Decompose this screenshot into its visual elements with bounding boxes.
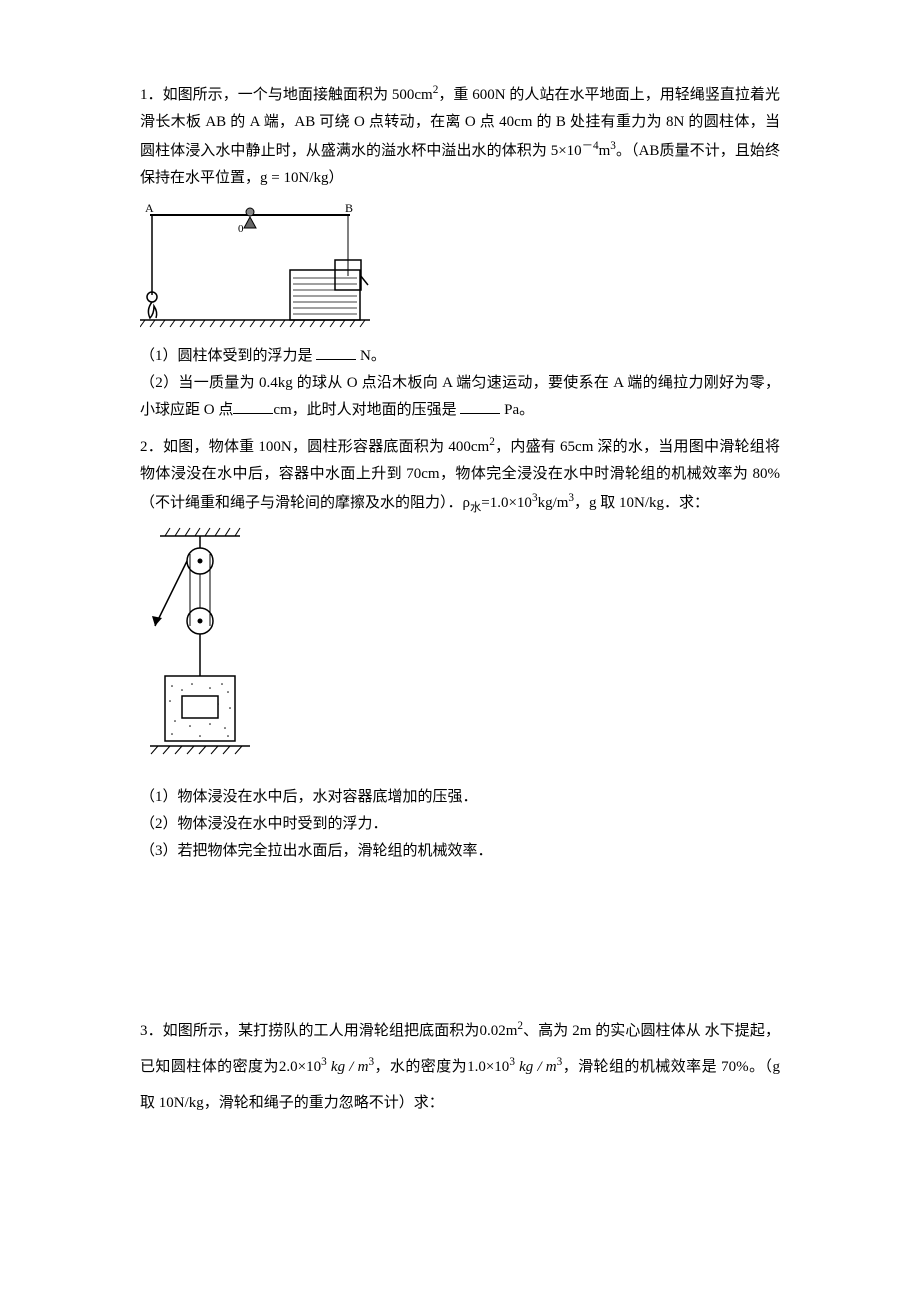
q1-sub1: （1）圆柱体受到的浮力是 N。 xyxy=(140,343,780,370)
q1-number: 1． xyxy=(140,87,163,103)
spacer xyxy=(140,873,780,1013)
q3-body: 3．如图所示，某打捞队的工人用滑轮组把底面积为0.02m2、高为 2m 的实心圆… xyxy=(140,1013,780,1121)
q1-diagram-svg: A B 0 xyxy=(140,200,370,335)
q1-figure: A B 0 xyxy=(140,200,780,335)
q1-sub2: （2）当一质量为 0.4kg 的球从 O 点沿木板向 A 端匀速运动，要使系在 … xyxy=(140,370,780,424)
question-1: 1．如图所示，一个与地面接触面积为 500cm2，重 600N 的人站在水平地面… xyxy=(140,80,780,424)
label-O: 0 xyxy=(238,223,244,235)
blank-3 xyxy=(460,398,500,414)
q2-sub2: （2）物体浸没在水中时受到的浮力． xyxy=(140,811,780,838)
blank-1 xyxy=(316,344,356,360)
question-3: 3．如图所示，某打捞队的工人用滑轮组把底面积为0.02m2、高为 2m 的实心圆… xyxy=(140,1013,780,1121)
document-page: 1．如图所示，一个与地面接触面积为 500cm2，重 600N 的人站在水平地面… xyxy=(0,0,920,1302)
question-2: 2．如图，物体重 100N，圆柱形容器底面积为 400cm2，内盛有 65cm … xyxy=(140,432,780,865)
q1-body: 1．如图所示，一个与地面接触面积为 500cm2，重 600N 的人站在水平地面… xyxy=(140,80,780,192)
q2-sub1: （1）物体浸没在水中后，水对容器底增加的压强． xyxy=(140,784,780,811)
q2-figure xyxy=(140,526,780,776)
q3-number: 3． xyxy=(140,1023,163,1039)
q2-number: 2． xyxy=(140,439,163,455)
blank-2 xyxy=(233,398,273,414)
q2-sub3: （3）若把物体完全拉出水面后，滑轮组的机械效率． xyxy=(140,838,780,865)
label-B: B xyxy=(345,201,353,215)
q2-diagram-svg xyxy=(140,526,260,776)
q2-body: 2．如图，物体重 100N，圆柱形容器底面积为 400cm2，内盛有 65cm … xyxy=(140,432,780,518)
label-A: A xyxy=(145,201,154,215)
